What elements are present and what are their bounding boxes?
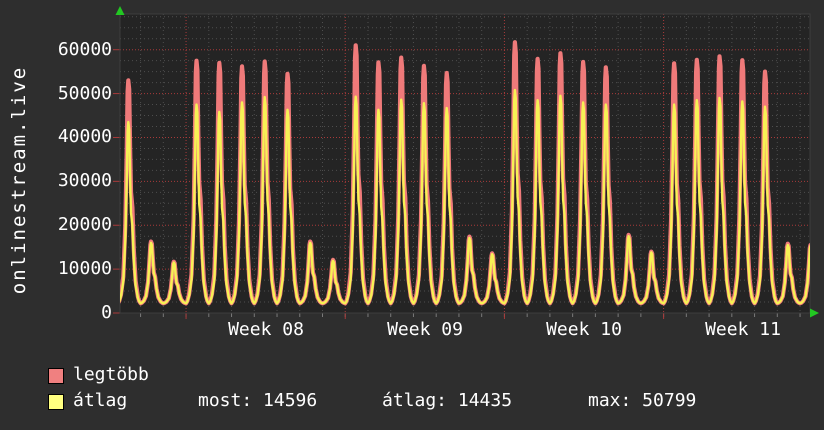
y-tick-40000: 40000 bbox=[57, 126, 112, 147]
legend-row-max: legtöbb bbox=[0, 364, 824, 388]
y-tick-0: 0 bbox=[101, 302, 112, 323]
legend-label-legtobb: legtöbb bbox=[73, 364, 149, 385]
legend-swatch-atlag bbox=[48, 394, 64, 410]
x-tick-week-10: Week 10 bbox=[546, 319, 622, 340]
x-tick-week-09: Week 09 bbox=[387, 319, 463, 340]
legend-swatch-legtobb bbox=[48, 368, 64, 384]
stat-max: max: 50799 bbox=[588, 390, 697, 411]
y-tick-10000: 10000 bbox=[57, 258, 112, 279]
legend-row-avg: átlag most: 14596 átlag: 14435 max: 5079… bbox=[0, 390, 824, 414]
y-tick-60000: 60000 bbox=[57, 39, 112, 60]
legend-label-atlag: átlag bbox=[73, 390, 128, 411]
x-tick-week-11: Week 11 bbox=[705, 319, 781, 340]
y-tick-50000: 50000 bbox=[57, 83, 112, 104]
stat-most: most: 14596 bbox=[198, 390, 318, 411]
y-tick-30000: 30000 bbox=[57, 170, 112, 191]
y-tick-20000: 20000 bbox=[57, 214, 112, 235]
stat-atlag: átlag: 14435 bbox=[382, 390, 513, 411]
x-tick-week-08: Week 08 bbox=[228, 319, 304, 340]
